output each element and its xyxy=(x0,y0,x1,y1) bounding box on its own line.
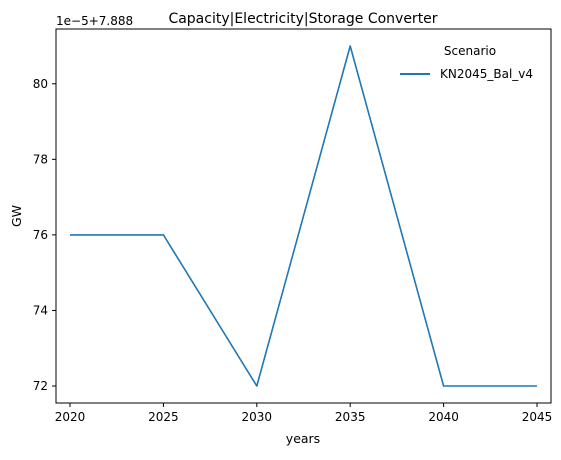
chart-title: Capacity|Electricity|Storage Converter xyxy=(168,11,437,27)
y-tick-label: 80 xyxy=(33,77,48,91)
y-offset-text: 1e−5+7.888 xyxy=(56,14,133,28)
x-tick-label: 2020 xyxy=(55,410,86,424)
y-tick-label: 78 xyxy=(33,152,48,166)
x-tick-label: 2030 xyxy=(242,410,273,424)
y-tick-label: 72 xyxy=(33,379,48,393)
legend-title: Scenario xyxy=(444,44,496,58)
x-tick-label: 2025 xyxy=(148,410,179,424)
y-tick-label: 76 xyxy=(33,228,48,242)
x-axis-label: years xyxy=(286,431,320,446)
legend-label-kn2045-bal-v4: KN2045_Bal_v4 xyxy=(440,67,533,81)
x-tick-label: 2035 xyxy=(335,410,366,424)
y-axis-label: GW xyxy=(9,205,24,227)
x-tick-label: 2040 xyxy=(428,410,459,424)
y-tick-label: 74 xyxy=(33,303,48,317)
x-tick-label: 2045 xyxy=(522,410,553,424)
